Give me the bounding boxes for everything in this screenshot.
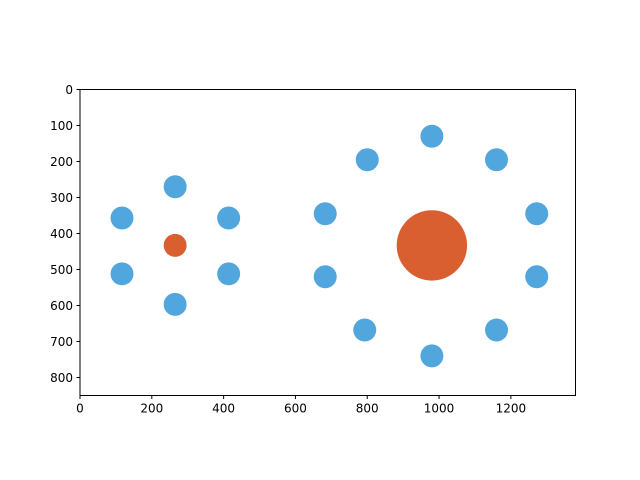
y-tick-label: 600	[50, 299, 73, 313]
surround-point-1-0	[420, 124, 444, 148]
surround-point-1-5	[420, 344, 444, 368]
y-tick-label: 800	[50, 371, 73, 385]
surround-point-0-5	[110, 206, 134, 230]
surround-point-0-1	[217, 206, 241, 230]
x-tick-label: 400	[212, 402, 235, 416]
axes-frame	[79, 89, 576, 396]
surround-point-0-2	[217, 262, 241, 286]
y-tick-label: 0	[65, 83, 73, 97]
surround-point-1-3	[525, 265, 549, 289]
y-tick-label: 700	[50, 335, 73, 349]
x-tick-label: 200	[140, 402, 163, 416]
y-tick-label: 100	[50, 119, 73, 133]
plot-area	[110, 124, 549, 368]
y-tick-label: 500	[50, 263, 73, 277]
x-tick-label: 1000	[424, 402, 455, 416]
x-tick-label: 600	[284, 402, 307, 416]
y-tick-label: 200	[50, 155, 73, 169]
x-tick-label: 0	[76, 402, 84, 416]
y-tick-label: 400	[50, 227, 73, 241]
surround-point-1-4	[485, 318, 508, 342]
surround-point-0-0	[163, 175, 187, 199]
x-tick-label: 800	[356, 402, 379, 416]
x-tick-label: 1200	[496, 402, 527, 416]
surround-point-1-8	[313, 202, 337, 226]
center-point-1	[396, 210, 468, 281]
center-point-0	[163, 233, 187, 257]
y-axis: 0 100 200 300 400 500 600 700 800	[50, 83, 80, 385]
x-axis: 0 200 400 600 800 1000 1200	[76, 395, 527, 416]
surround-point-0-3	[163, 292, 187, 316]
surround-point-1-9	[355, 148, 379, 172]
surround-point-1-6	[353, 318, 377, 342]
surround-point-1-1	[485, 148, 508, 172]
y-tick-label: 300	[50, 191, 73, 205]
surround-point-0-4	[110, 262, 134, 286]
surround-point-1-7	[313, 265, 337, 289]
surround-point-1-2	[525, 202, 549, 226]
